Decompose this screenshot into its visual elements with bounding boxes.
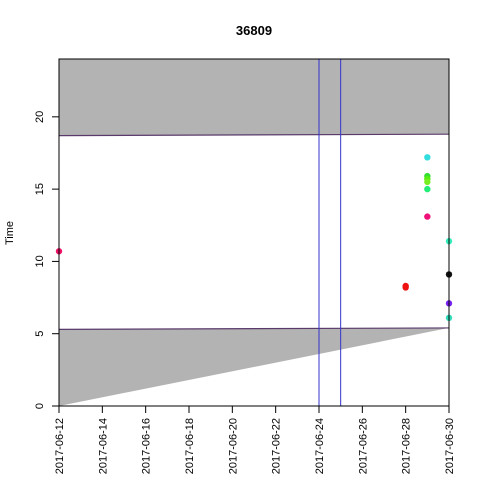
shaded-band-lower bbox=[59, 327, 449, 406]
y-axis-label: Time bbox=[4, 221, 16, 245]
y-tick-label: 10 bbox=[34, 255, 46, 267]
band-edge-upper bbox=[58, 133, 450, 137]
plot-frame bbox=[58, 58, 450, 407]
y-tick-label: 15 bbox=[34, 183, 46, 195]
x-tick-label: 2017-06-14 bbox=[97, 418, 109, 474]
y-tick-label: 0 bbox=[34, 403, 46, 409]
data-point-7 bbox=[424, 178, 431, 186]
band-edge-lower bbox=[58, 327, 450, 330]
x-tick-label: 2017-06-30 bbox=[444, 418, 456, 474]
y-tick-label: 5 bbox=[34, 331, 46, 337]
data-point-3 bbox=[402, 282, 409, 290]
y-tick-label: 20 bbox=[34, 111, 46, 123]
x-tick-label: 2017-06-18 bbox=[184, 418, 196, 474]
plot-area bbox=[55, 59, 453, 406]
data-point-4 bbox=[424, 154, 431, 161]
data-point-9 bbox=[424, 213, 431, 220]
x-tick-label: 2017-06-22 bbox=[271, 418, 283, 474]
chart-title: 36809 bbox=[236, 23, 272, 38]
x-tick-label: 2017-06-28 bbox=[401, 418, 413, 474]
x-tick-label: 2017-06-16 bbox=[141, 418, 153, 474]
x-tick-label: 2017-06-20 bbox=[227, 418, 239, 474]
shaded-band-upper bbox=[59, 59, 449, 136]
data-point-8 bbox=[424, 185, 431, 193]
x-tick-label: 2017-06-12 bbox=[54, 418, 66, 474]
axes: 0 5 10 15 20 2017-06-12 2017-06-14 2017-06-16 20… bbox=[34, 58, 456, 474]
x-tick-label: 2017-06-24 bbox=[314, 418, 326, 474]
x-tick-label: 2017-06-26 bbox=[357, 418, 369, 474]
